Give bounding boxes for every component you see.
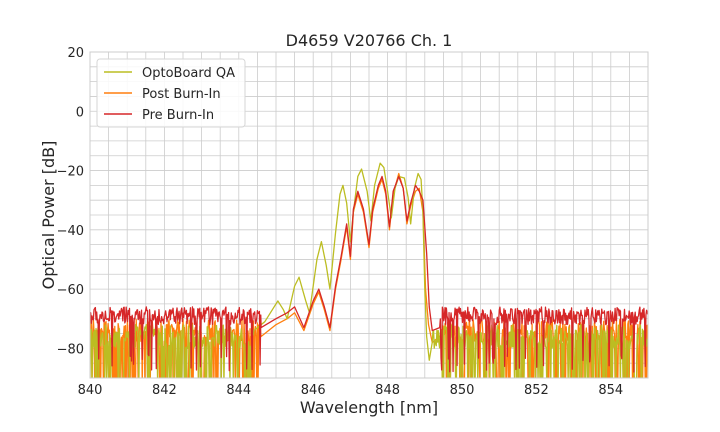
y-tick-label: 20	[67, 46, 84, 61]
chart-title: D4659 V20766 Ch. 1	[286, 31, 453, 50]
legend: OptoBoard QA Post Burn-In Pre Burn-In	[96, 58, 246, 128]
y-axis-label: Optical Power [dB]	[39, 141, 58, 290]
x-tick-label: 846	[301, 383, 326, 398]
x-tick-label: 852	[524, 383, 549, 398]
x-tick-label: 848	[375, 383, 400, 398]
series-lines	[90, 162, 648, 378]
y-tick-label: −20	[57, 165, 84, 180]
series-line-pre-burn-in	[90, 175, 648, 373]
y-tick-label: −80	[57, 342, 84, 357]
y-tick-label: 0	[76, 105, 84, 120]
x-tick-label: 854	[598, 383, 623, 398]
y-tick-label: −60	[57, 283, 84, 298]
x-tick-label: 842	[152, 383, 177, 398]
x-tick-label: 844	[226, 383, 251, 398]
x-axis-label: Wavelength [nm]	[300, 398, 438, 417]
x-tick-label: 840	[78, 383, 103, 398]
legend-label-pre-burn-in: Pre Burn-In	[142, 108, 214, 123]
tick-labels: 840 842 844 846 848 850 852 854 20 0 −20 −40 −60 −80	[57, 46, 624, 398]
x-tick-label: 850	[450, 383, 475, 398]
y-tick-label: −40	[57, 224, 84, 239]
plot-frame	[89, 51, 649, 379]
legend-label-post-burn-in: Post Burn-In	[142, 87, 221, 102]
legend-box	[96, 58, 246, 128]
series-line-optoboard-qa	[90, 162, 648, 378]
legend-label-optoboard-qa: OptoBoard QA	[142, 66, 235, 81]
